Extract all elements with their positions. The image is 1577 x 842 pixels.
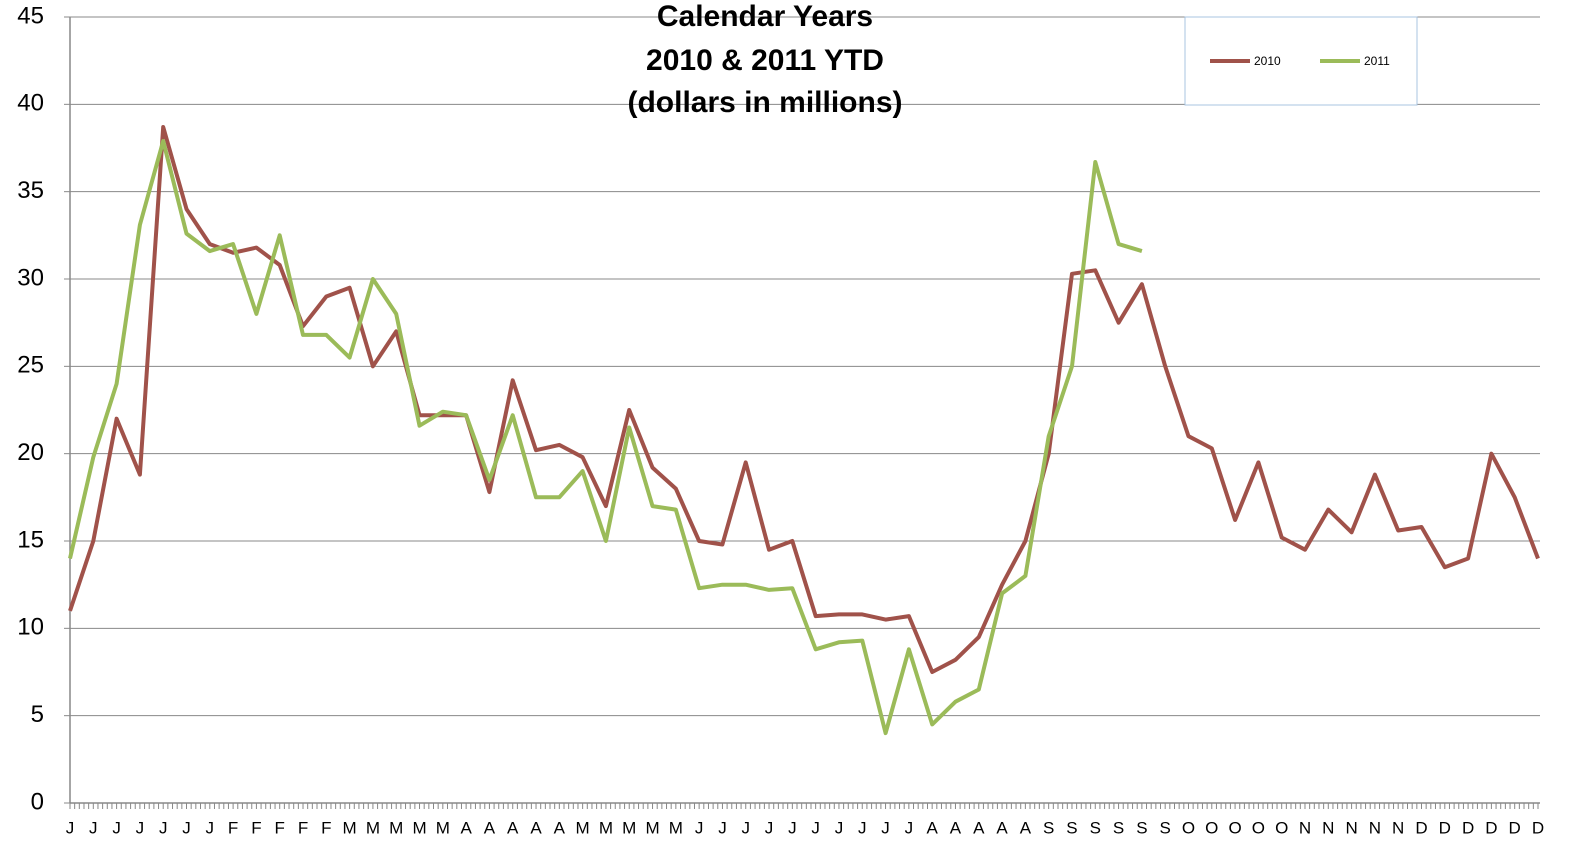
x-tick-label: N (1322, 818, 1334, 837)
line-series (68, 139, 1143, 736)
grid (70, 16, 1540, 804)
x-tick-label: F (251, 818, 261, 837)
legend-label: 2010 (1254, 54, 1281, 68)
x-tick-label: A (950, 818, 962, 837)
x-tick-label: M (436, 818, 450, 837)
legend-label: 2011 (1364, 54, 1390, 68)
x-tick-label: D (1415, 818, 1427, 837)
y-tick-label: 45 (17, 2, 44, 29)
x-tick-label: A (996, 818, 1008, 837)
chart-title: 2010 & 2011 YTD (646, 44, 884, 77)
y-tick-label: 10 (17, 614, 44, 641)
x-tick-label: J (741, 818, 750, 837)
x-tick-label: J (718, 818, 727, 837)
x-tick-label: M (343, 818, 357, 837)
x-tick-label: M (576, 818, 590, 837)
x-tick-label: J (182, 818, 191, 837)
y-tick-label: 30 (17, 264, 44, 291)
x-tick-label: O (1275, 818, 1288, 837)
chart-title: Calendar Years (657, 0, 873, 33)
x-tick-label: F (321, 818, 331, 837)
x-tick-label: J (695, 818, 704, 837)
x-tick-label: M (389, 818, 403, 837)
y-tick-label: 15 (17, 526, 44, 553)
x-tick-label: F (298, 818, 308, 837)
x-tick-label: F (228, 818, 238, 837)
x-tick-label: O (1228, 818, 1241, 837)
x-tick-label: S (1136, 818, 1147, 837)
x-tick-label: J (811, 818, 820, 837)
x-tick-label: N (1369, 818, 1381, 837)
x-tick-label: A (973, 818, 985, 837)
x-tick-label: A (460, 818, 472, 837)
x-tick-label: O (1182, 818, 1195, 837)
x-tick-label: O (1205, 818, 1218, 837)
y-tick-label: 20 (17, 439, 44, 466)
x-tick-label: J (835, 818, 844, 837)
x-tick-label: J (788, 818, 797, 837)
x-tick-label: M (412, 818, 426, 837)
x-tick-label: D (1462, 818, 1474, 837)
x-tick-label: D (1509, 818, 1521, 837)
line-series (68, 125, 1540, 674)
x-tick-label: J (112, 818, 121, 837)
x-tick-label: J (136, 818, 145, 837)
x-tick-label: M (645, 818, 659, 837)
y-tick-label: 5 (31, 701, 44, 728)
x-tick-label: A (1020, 818, 1032, 837)
x-tick-label: S (1043, 818, 1054, 837)
x-tick-label: S (1066, 818, 1077, 837)
x-tick-label: S (1090, 818, 1101, 837)
x-tick-label: A (926, 818, 938, 837)
x-tick-label: N (1392, 818, 1404, 837)
y-tick-label: 40 (17, 90, 44, 117)
chart-title: (dollars in millions) (627, 86, 902, 119)
y-tick-label: 0 (31, 788, 44, 815)
x-tick-label: S (1160, 818, 1171, 837)
x-tick-label: A (554, 818, 566, 837)
x-tick-label: A (530, 818, 542, 837)
x-tick-label: J (881, 818, 890, 837)
x-tick-label: D (1532, 818, 1544, 837)
x-tick-label: J (66, 818, 75, 837)
x-tick-label: M (622, 818, 636, 837)
x-tick-label: D (1485, 818, 1497, 837)
x-tick-label: J (159, 818, 168, 837)
y-tick-label: 25 (17, 352, 44, 379)
x-tick-label: S (1113, 818, 1124, 837)
x-tick-label: J (905, 818, 914, 837)
x-tick-label: A (484, 818, 496, 837)
x-tick-label: D (1439, 818, 1451, 837)
x-tick-label: F (275, 818, 285, 837)
y-tick-label: 35 (17, 177, 44, 204)
x-tick-label: N (1299, 818, 1311, 837)
x-tick-label: J (765, 818, 774, 837)
x-tick-label: M (599, 818, 613, 837)
x-tick-label: J (858, 818, 867, 837)
x-tick-label: J (89, 818, 98, 837)
x-tick-label: N (1345, 818, 1357, 837)
x-tick-label: J (206, 818, 215, 837)
x-tick-label: M (669, 818, 683, 837)
x-tick-label: A (507, 818, 519, 837)
x-tick-label: M (366, 818, 380, 837)
x-tick-label: O (1252, 818, 1265, 837)
